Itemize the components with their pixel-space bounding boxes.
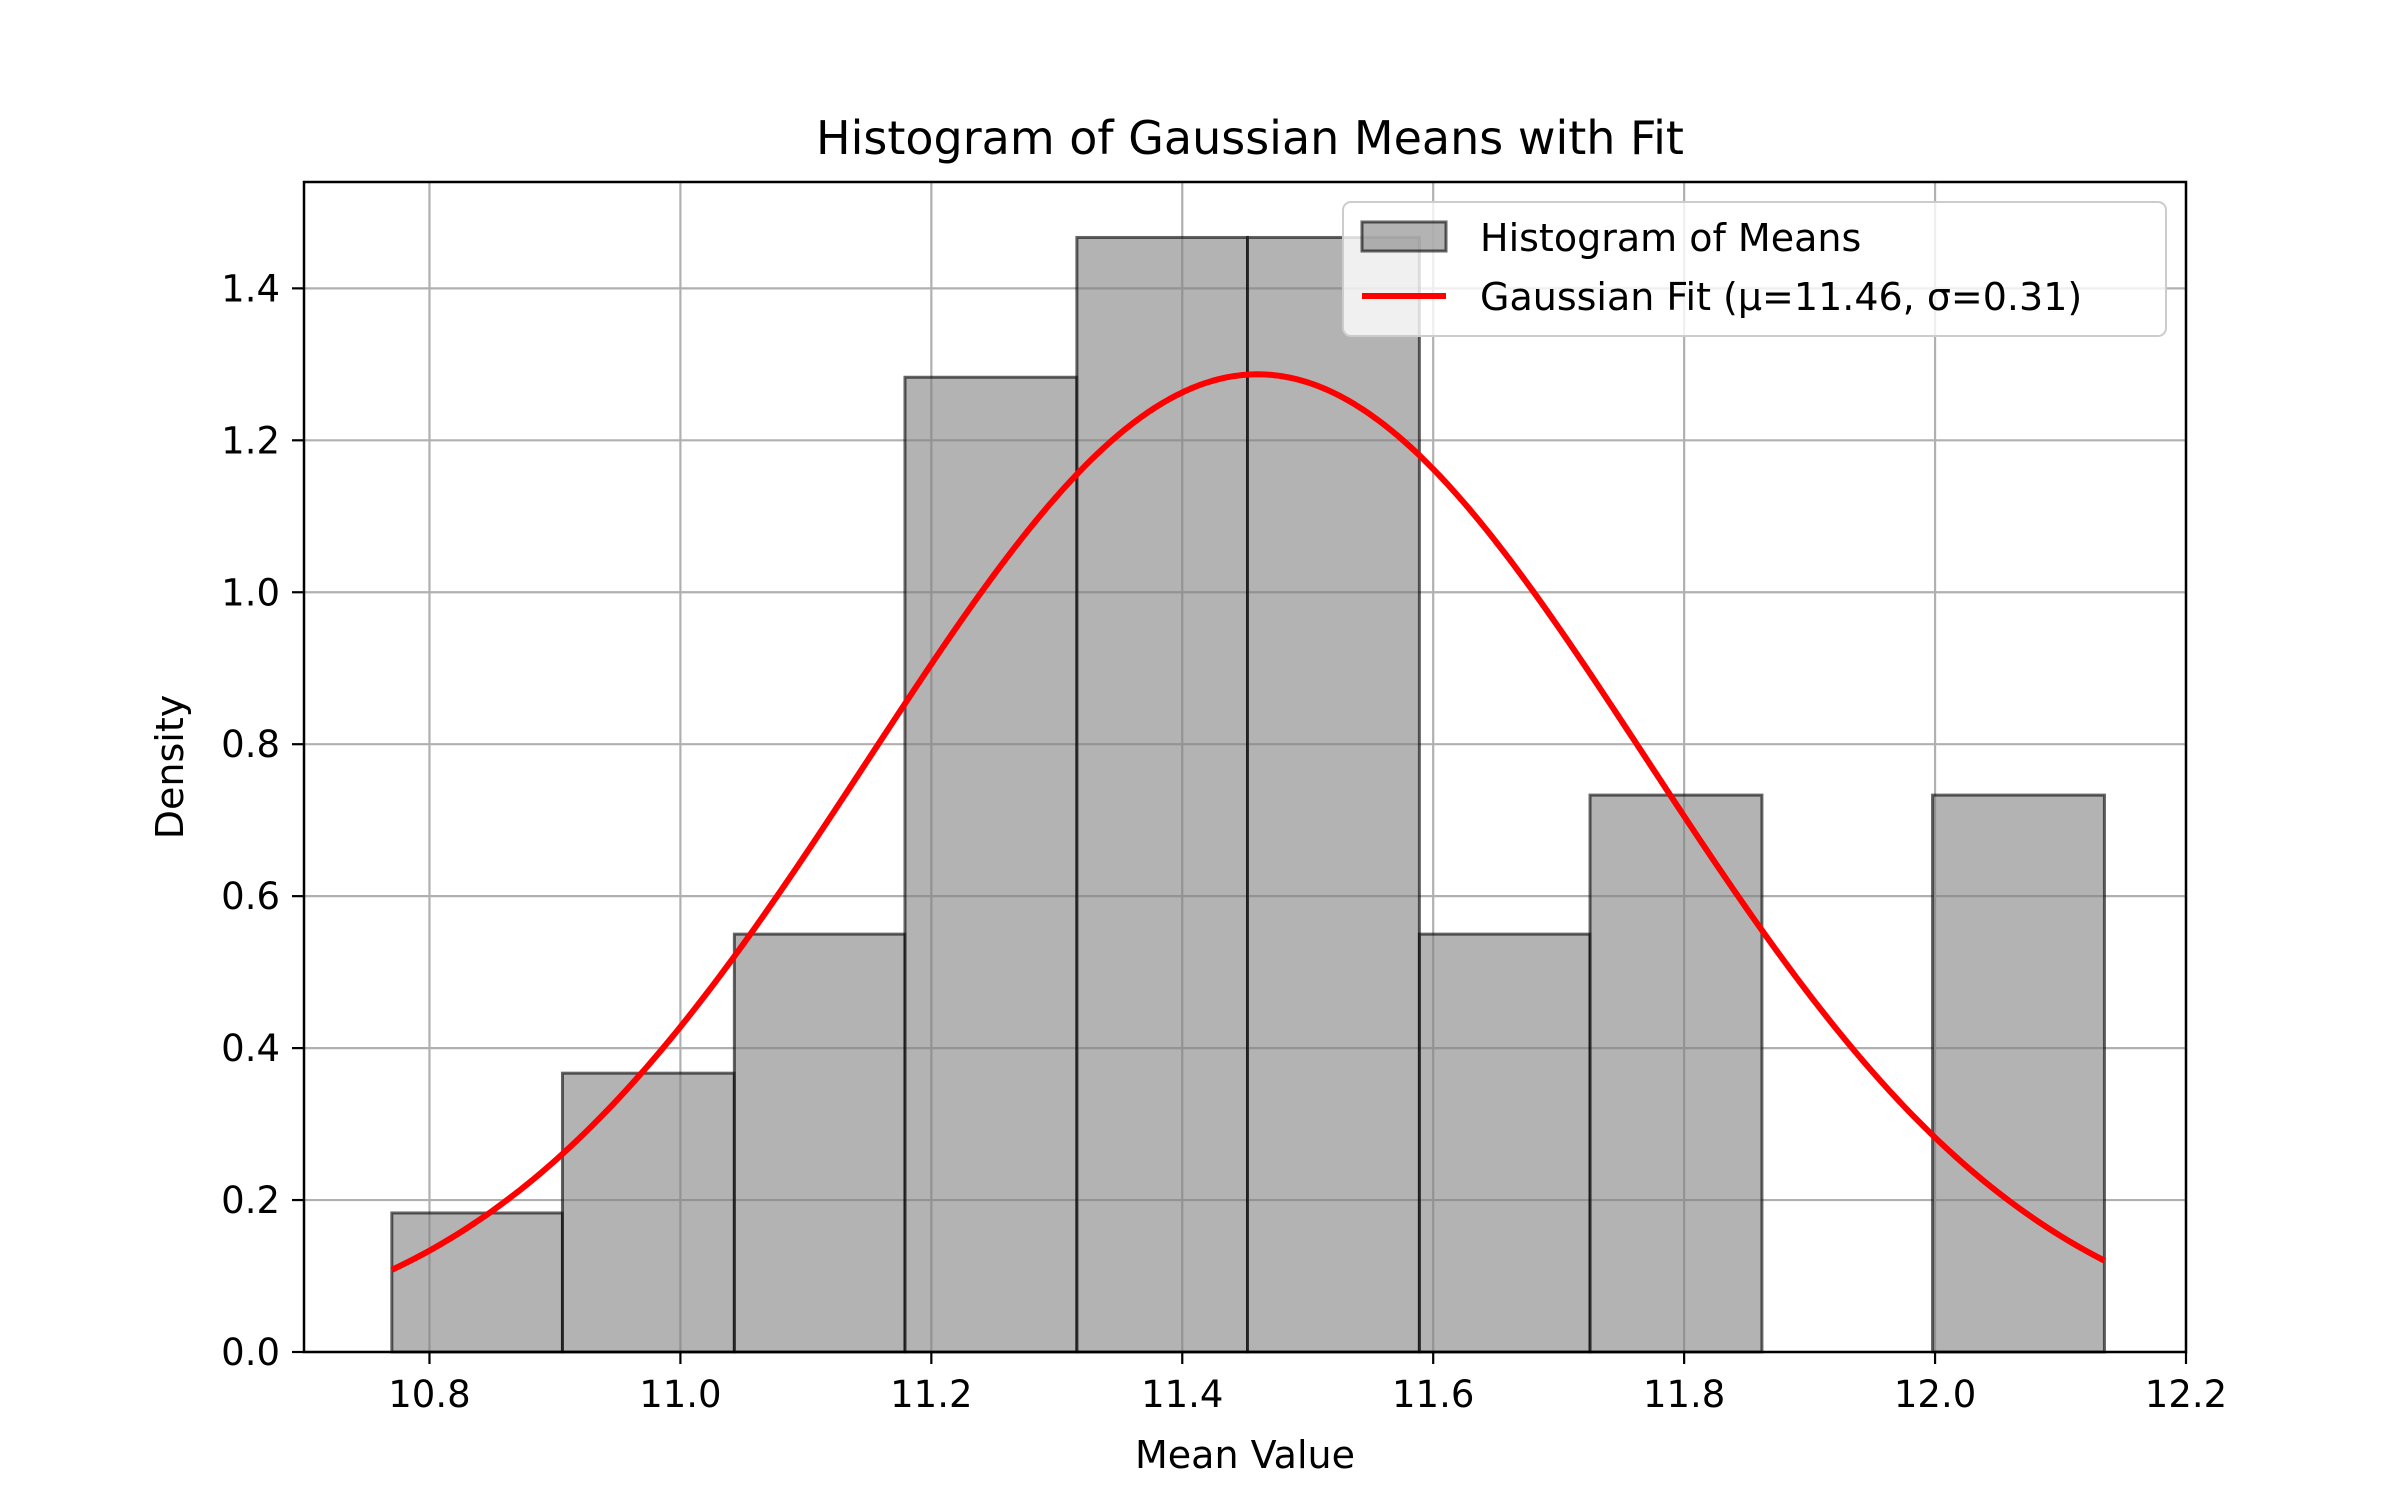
y-tick-label: 1.4	[221, 267, 280, 310]
legend: Histogram of Means Gaussian Fit (μ=11.46…	[1342, 201, 2167, 337]
x-tick-label: 10.8	[388, 1373, 470, 1416]
gaussian-fit-curve-group	[390, 371, 2106, 1273]
x-tick-label: 11.8	[1643, 1373, 1725, 1416]
legend-box	[1342, 201, 2167, 337]
x-tick-label: 11.4	[1141, 1373, 1223, 1416]
histogram-bar	[1075, 235, 1250, 1354]
x-tick-label: 11.0	[639, 1373, 721, 1416]
x-axis-label: Mean Value	[1135, 1433, 1355, 1477]
legend-label-gaussian-fit: Gaussian Fit (μ=11.46, σ=0.31)	[1480, 275, 2082, 319]
y-axis-ticks: 0.0 0.2 0.4 0.6 0.8 1.0 1.2 1.4	[221, 267, 304, 1374]
histogram-bar	[390, 1211, 564, 1354]
y-tick-label: 0.8	[221, 723, 280, 766]
y-tick-label: 0.2	[221, 1179, 280, 1222]
y-tick-label: 0.0	[221, 1331, 280, 1374]
x-tick-label: 11.2	[890, 1373, 972, 1416]
gaussian-fit-line	[390, 371, 2106, 1273]
histogram-bar	[903, 375, 1079, 1354]
x-tick-label: 12.2	[2145, 1373, 2227, 1416]
x-tick-label: 12.0	[1894, 1373, 1976, 1416]
chart-title: Histogram of Gaussian Means with Fit	[816, 111, 1684, 165]
y-tick-label: 1.0	[221, 571, 280, 614]
histogram-bar	[732, 932, 907, 1354]
histogram-bar	[1417, 932, 1592, 1354]
y-tick-label: 0.6	[221, 875, 280, 918]
legend-swatch-histogram	[1360, 220, 1448, 253]
y-tick-label: 0.4	[221, 1027, 280, 1070]
histogram-bar	[1931, 793, 2106, 1354]
legend-label-histogram: Histogram of Means	[1480, 216, 1861, 260]
x-tick-label: 11.6	[1392, 1373, 1474, 1416]
histogram-bars	[390, 235, 2106, 1354]
plot-frame	[302, 180, 2188, 1354]
y-axis-label: Density	[148, 695, 192, 839]
histogram-bar	[560, 1071, 736, 1354]
x-axis-ticks: 10.8 11.0 11.2 11.4 11.6 11.8 12.0 12.2	[388, 1352, 2227, 1416]
histogram-bar	[1246, 235, 1421, 1354]
y-tick-label: 1.2	[221, 419, 280, 462]
histogram-bar	[1588, 793, 1764, 1354]
